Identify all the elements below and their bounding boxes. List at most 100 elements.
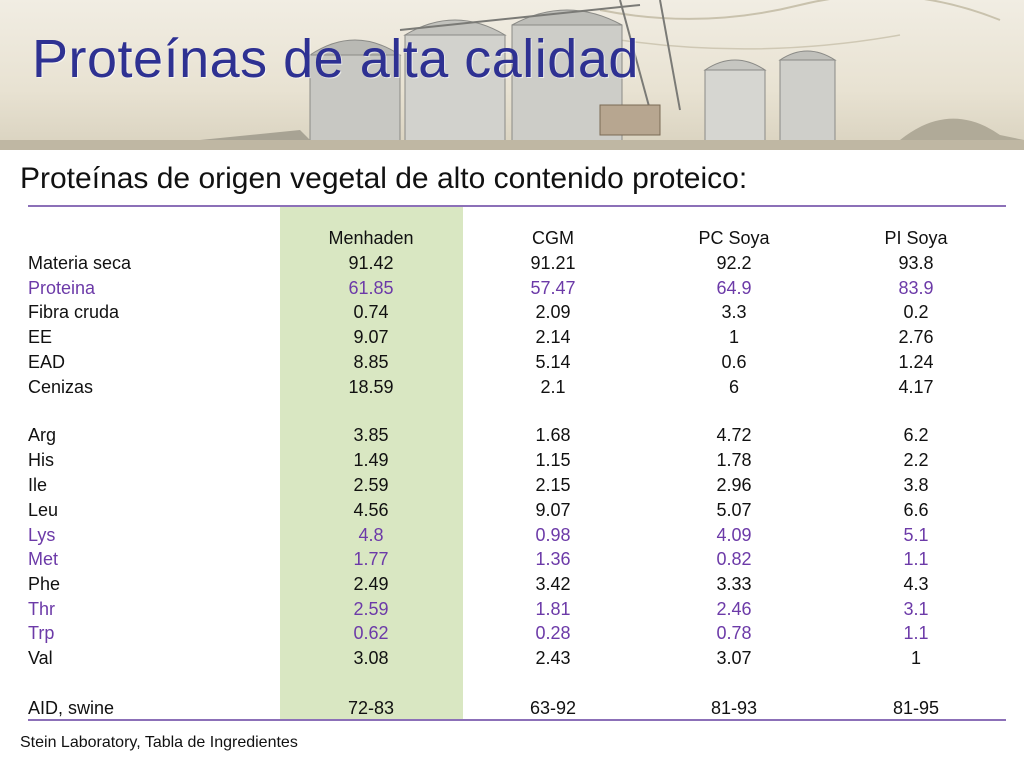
table-cell: 2.1 [540, 377, 566, 397]
table-cell: 4.8 [358, 525, 384, 545]
row-label: AID, swine [28, 698, 115, 718]
table-cell: 3.3 [721, 302, 747, 322]
table-cell: 3.8 [903, 475, 929, 495]
table-cell: 8.85 [353, 352, 389, 372]
table-cell: 1 [910, 648, 922, 668]
table-cell: 6.6 [903, 500, 929, 520]
table-cell: 4.3 [903, 574, 929, 594]
table-cell: 0.28 [535, 623, 571, 643]
table-cell: 64.9 [716, 278, 752, 298]
table-cell: 81-93 [710, 698, 758, 718]
row-label: EE [28, 327, 53, 347]
table-row: EAD 8.85 5.14 0.6 1.24 [0, 352, 1024, 376]
column-header: PI Soya [884, 228, 948, 248]
header-banner: Proteínas de alta calidad [0, 0, 1024, 150]
table-row: His 1.49 1.15 1.78 2.2 [0, 450, 1024, 474]
column-header: Menhaden [328, 228, 414, 248]
row-label: Phe [28, 574, 61, 594]
table-cell: 2.43 [535, 648, 571, 668]
table-cell: 1.15 [535, 450, 571, 470]
table-row: Phe 2.49 3.42 3.33 4.3 [0, 574, 1024, 598]
row-label: Proteina [28, 278, 96, 298]
table-cell: 0.2 [903, 302, 929, 322]
table-cell: 3.85 [353, 425, 389, 445]
table-row: Cenizas 18.59 2.1 6 4.17 [0, 377, 1024, 401]
table-row: Leu 4.56 9.07 5.07 6.6 [0, 500, 1024, 524]
table-cell: 9.07 [353, 327, 389, 347]
table-cell: 63-92 [529, 698, 577, 718]
table-cell: 0.6 [721, 352, 747, 372]
table-cell: 0.82 [716, 549, 752, 569]
table-row: Thr 2.59 1.81 2.46 3.1 [0, 599, 1024, 623]
table-cell: 2.46 [716, 599, 752, 619]
table-cell: 3.1 [903, 599, 929, 619]
table-cell: 0.74 [353, 302, 389, 322]
table-row: Lys 4.8 0.98 4.09 5.1 [0, 525, 1024, 549]
table-cell: 6 [728, 377, 740, 397]
table-cell: 3.33 [716, 574, 752, 594]
row-label: Thr [28, 599, 55, 619]
row-label: Arg [28, 425, 57, 445]
row-label: Fibra cruda [28, 302, 120, 322]
page-title: Proteínas de alta calidad [32, 29, 639, 89]
table-cell: 2.59 [353, 475, 389, 495]
table-cell: 2.14 [535, 327, 571, 347]
table-cell: 3.08 [353, 648, 389, 668]
menhaden-column-highlight [280, 206, 463, 719]
row-label: EAD [28, 352, 66, 372]
section-subtitle: Proteínas de origen vegetal de alto cont… [20, 162, 748, 195]
table-cell: 1.49 [353, 450, 389, 470]
table-cell: 2.15 [535, 475, 571, 495]
table-row: Trp 0.62 0.28 0.78 1.1 [0, 623, 1024, 647]
row-label: His [28, 450, 54, 470]
table-row: Materia seca 91.42 91.21 92.2 93.8 [0, 253, 1024, 277]
table-row: AID, swine 72-83 63-92 81-93 81-95 [0, 698, 1024, 722]
table-cell: 57.47 [530, 278, 576, 298]
source-footer: Stein Laboratory, Tabla de Ingredientes [20, 734, 298, 751]
row-label: Ile [28, 475, 48, 495]
table-row: Met 1.77 1.36 0.82 1.1 [0, 549, 1024, 573]
table-cell: 2.49 [353, 574, 389, 594]
table-cell: 4.09 [716, 525, 752, 545]
row-label: Trp [28, 623, 55, 643]
table-cell: 6.2 [903, 425, 929, 445]
table-cell: 0.62 [353, 623, 389, 643]
table-cell: 5.14 [535, 352, 571, 372]
table-row: Proteina 61.85 57.47 64.9 83.9 [0, 278, 1024, 302]
table-row: Val 3.08 2.43 3.07 1 [0, 648, 1024, 672]
row-label: Met [28, 549, 59, 569]
row-label: Lys [28, 525, 56, 545]
table-cell: 3.07 [716, 648, 752, 668]
table-cell: 5.07 [716, 500, 752, 520]
table-row: Ile 2.59 2.15 2.96 3.8 [0, 475, 1024, 499]
table-cell: 3.42 [535, 574, 571, 594]
table-row: Arg 3.85 1.68 4.72 6.2 [0, 425, 1024, 449]
table-cell: 0.98 [535, 525, 571, 545]
row-label: Materia seca [28, 253, 132, 273]
table-cell: 1.81 [535, 599, 571, 619]
table-cell: 1.77 [353, 549, 389, 569]
table-cell: 1 [728, 327, 740, 347]
table-cell: 83.9 [898, 278, 934, 298]
table-cell: 2.2 [903, 450, 929, 470]
table-cell: 2.59 [353, 599, 389, 619]
table-cell: 1.36 [535, 549, 571, 569]
table-cell: 4.56 [353, 500, 389, 520]
row-label: Leu [28, 500, 59, 520]
table-cell: 9.07 [535, 500, 571, 520]
table-cell: 92.2 [716, 253, 752, 273]
table-cell: 0.78 [716, 623, 752, 643]
table-row: EE 9.07 2.14 1 2.76 [0, 327, 1024, 351]
table-top-rule [28, 205, 1006, 207]
column-header: PC Soya [698, 228, 770, 248]
table-header-row: Menhaden CGM PC Soya PI Soya [0, 228, 1024, 252]
table-cell: 2.96 [716, 475, 752, 495]
table-cell: 2.09 [535, 302, 571, 322]
table-cell: 81-95 [892, 698, 940, 718]
table-row: Fibra cruda 0.74 2.09 3.3 0.2 [0, 302, 1024, 326]
table-cell: 5.1 [903, 525, 929, 545]
table-cell: 93.8 [898, 253, 934, 273]
table-cell: 1.1 [903, 623, 929, 643]
table-cell: 1.1 [903, 549, 929, 569]
table-cell: 61.85 [348, 278, 394, 298]
